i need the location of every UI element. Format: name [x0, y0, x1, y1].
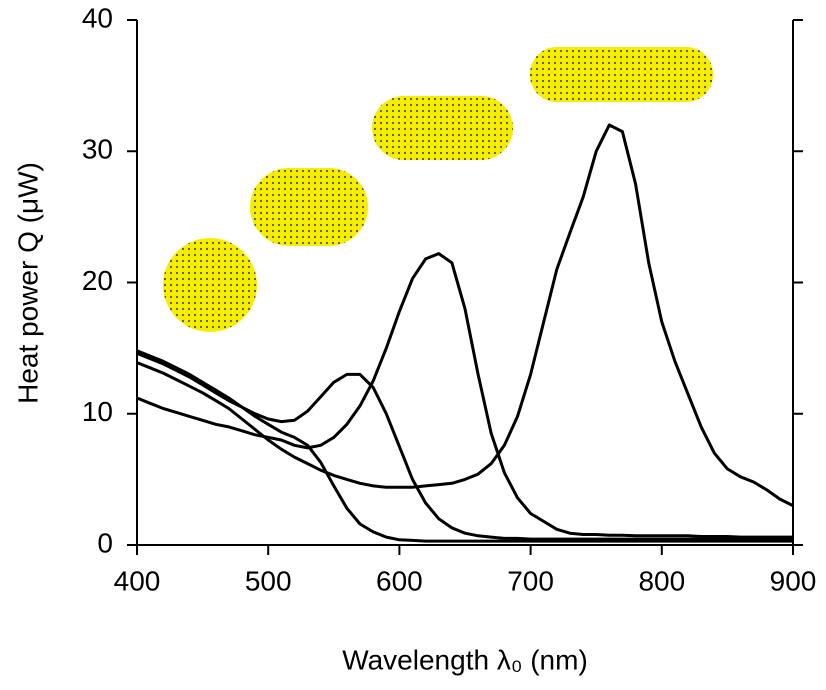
y-tick-label: 10 — [82, 396, 113, 427]
particle-images — [163, 47, 713, 332]
x-tick-label: 700 — [507, 565, 554, 596]
sphere-particle — [163, 238, 257, 332]
rod-particle — [372, 96, 513, 160]
x-axis-label: Wavelength λ₀ (nm) — [342, 644, 588, 675]
x-tick-label: 600 — [376, 565, 423, 596]
y-axis-label: Heat power Q (μW) — [12, 162, 43, 404]
y-tick-label: 40 — [82, 2, 113, 33]
data-line — [136, 252, 793, 539]
y-tick-label: 0 — [97, 527, 113, 558]
data-line — [136, 123, 794, 507]
rod-particle — [530, 47, 713, 102]
data-line — [136, 352, 793, 541]
y-tick-label: 30 — [82, 134, 113, 165]
data-line — [136, 349, 793, 543]
x-tick-label: 800 — [638, 565, 685, 596]
x-tick-label: 900 — [770, 565, 817, 596]
y-tick-label: 20 — [82, 265, 113, 296]
rod-particle — [250, 168, 368, 246]
x-tick-label: 500 — [245, 565, 292, 596]
x-tick-label: 400 — [114, 565, 161, 596]
